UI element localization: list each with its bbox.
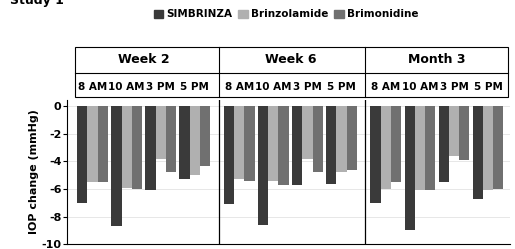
Bar [370, 107, 381, 203]
Bar [258, 107, 268, 225]
Bar [98, 107, 108, 182]
Bar [313, 107, 323, 173]
Text: 3 PM: 3 PM [440, 82, 469, 92]
Text: Month 3: Month 3 [408, 53, 466, 66]
Legend: SIMBRINZA, Brinzolamide, Brimonidine: SIMBRINZA, Brinzolamide, Brimonidine [149, 5, 423, 24]
Y-axis label: IOP change (mmHg): IOP change (mmHg) [29, 109, 39, 234]
Bar [391, 107, 401, 182]
Bar [156, 107, 166, 159]
Bar [449, 107, 459, 156]
Bar [244, 107, 254, 181]
Bar [268, 107, 279, 181]
Bar [483, 107, 493, 190]
Bar [292, 107, 302, 185]
Text: 3 PM: 3 PM [146, 82, 175, 92]
Bar [404, 107, 415, 230]
Text: 5 PM: 5 PM [180, 82, 209, 92]
Bar [77, 107, 88, 203]
Bar [302, 107, 313, 159]
Text: 8 AM: 8 AM [225, 82, 254, 92]
Bar [111, 107, 122, 226]
Bar [347, 107, 357, 170]
Text: Study 1: Study 1 [10, 0, 64, 7]
Bar [439, 107, 449, 182]
Text: 8 AM: 8 AM [78, 82, 107, 92]
Bar [415, 107, 425, 190]
Bar [224, 107, 234, 204]
Text: 10 AM: 10 AM [109, 82, 145, 92]
Text: Week 6: Week 6 [265, 53, 316, 66]
Text: 3 PM: 3 PM [293, 82, 322, 92]
Text: 10 AM: 10 AM [255, 82, 291, 92]
Bar [200, 107, 210, 166]
Bar [326, 107, 336, 184]
Bar [234, 107, 244, 179]
Text: 10 AM: 10 AM [402, 82, 438, 92]
Bar [132, 107, 142, 189]
Bar [493, 107, 504, 189]
Text: Week 2: Week 2 [118, 53, 169, 66]
Bar [336, 107, 347, 173]
Bar [88, 107, 98, 182]
Bar [459, 107, 469, 160]
Bar [425, 107, 435, 190]
Bar [122, 107, 132, 188]
Bar [190, 107, 200, 175]
Bar [145, 107, 156, 190]
Text: 5 PM: 5 PM [474, 82, 503, 92]
Text: 8 AM: 8 AM [371, 82, 401, 92]
Bar [166, 107, 176, 173]
Bar [179, 107, 190, 179]
Bar [279, 107, 289, 185]
Bar [381, 107, 391, 189]
Bar [473, 107, 483, 199]
Text: 5 PM: 5 PM [327, 82, 356, 92]
